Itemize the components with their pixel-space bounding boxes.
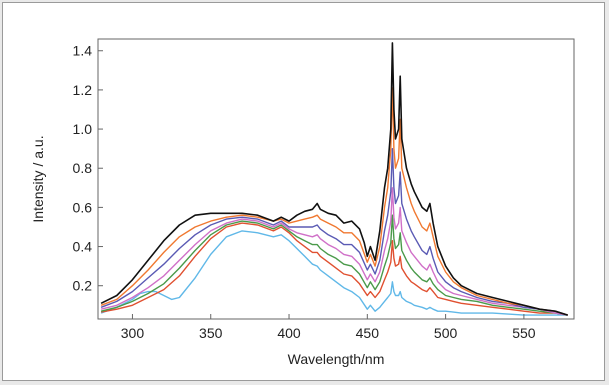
y-tick-label: 1.0	[73, 121, 93, 137]
series-layer	[100, 42, 568, 316]
x-tick-label: 550	[512, 325, 536, 341]
series-line-7	[100, 230, 568, 316]
y-tick-label: 0.2	[73, 278, 93, 294]
spectrum-chart: 300 350 400 450 500 550 0.2 0.4 0.6 0.8 1.0 1.2 1.4…	[30, 38, 575, 367]
series-line-5	[100, 214, 568, 316]
y-tick-label: 0.4	[73, 239, 93, 255]
y-tick-label: 1.2	[73, 82, 93, 98]
series-line-2	[100, 87, 568, 316]
x-axis-ticks: 300 350 400 450 500 550	[121, 314, 536, 341]
y-tick-label: 0.6	[73, 199, 93, 215]
series-line-3	[100, 148, 568, 316]
x-tick-label: 350	[199, 325, 223, 341]
x-tick-label: 500	[434, 325, 458, 341]
y-axis-ticks: 0.2 0.4 0.6 0.8 1.0 1.2 1.4	[73, 43, 103, 294]
series-line-4	[100, 187, 568, 316]
x-tick-label: 300	[121, 325, 145, 341]
series-line-6	[100, 222, 568, 316]
x-tick-label: 450	[356, 325, 380, 341]
y-axis-title: Intensity / a.u.	[30, 135, 46, 222]
x-axis-title: Wavelength/nm	[288, 351, 385, 367]
y-tick-label: 0.8	[73, 160, 93, 176]
series-line-1	[100, 42, 568, 316]
figure-frame: 300 350 400 450 500 550 0.2 0.4 0.6 0.8 1.0 1.2 1.4…	[2, 2, 605, 381]
plot-area-border	[97, 38, 575, 320]
y-tick-label: 1.4	[73, 43, 93, 59]
x-tick-label: 400	[277, 325, 301, 341]
